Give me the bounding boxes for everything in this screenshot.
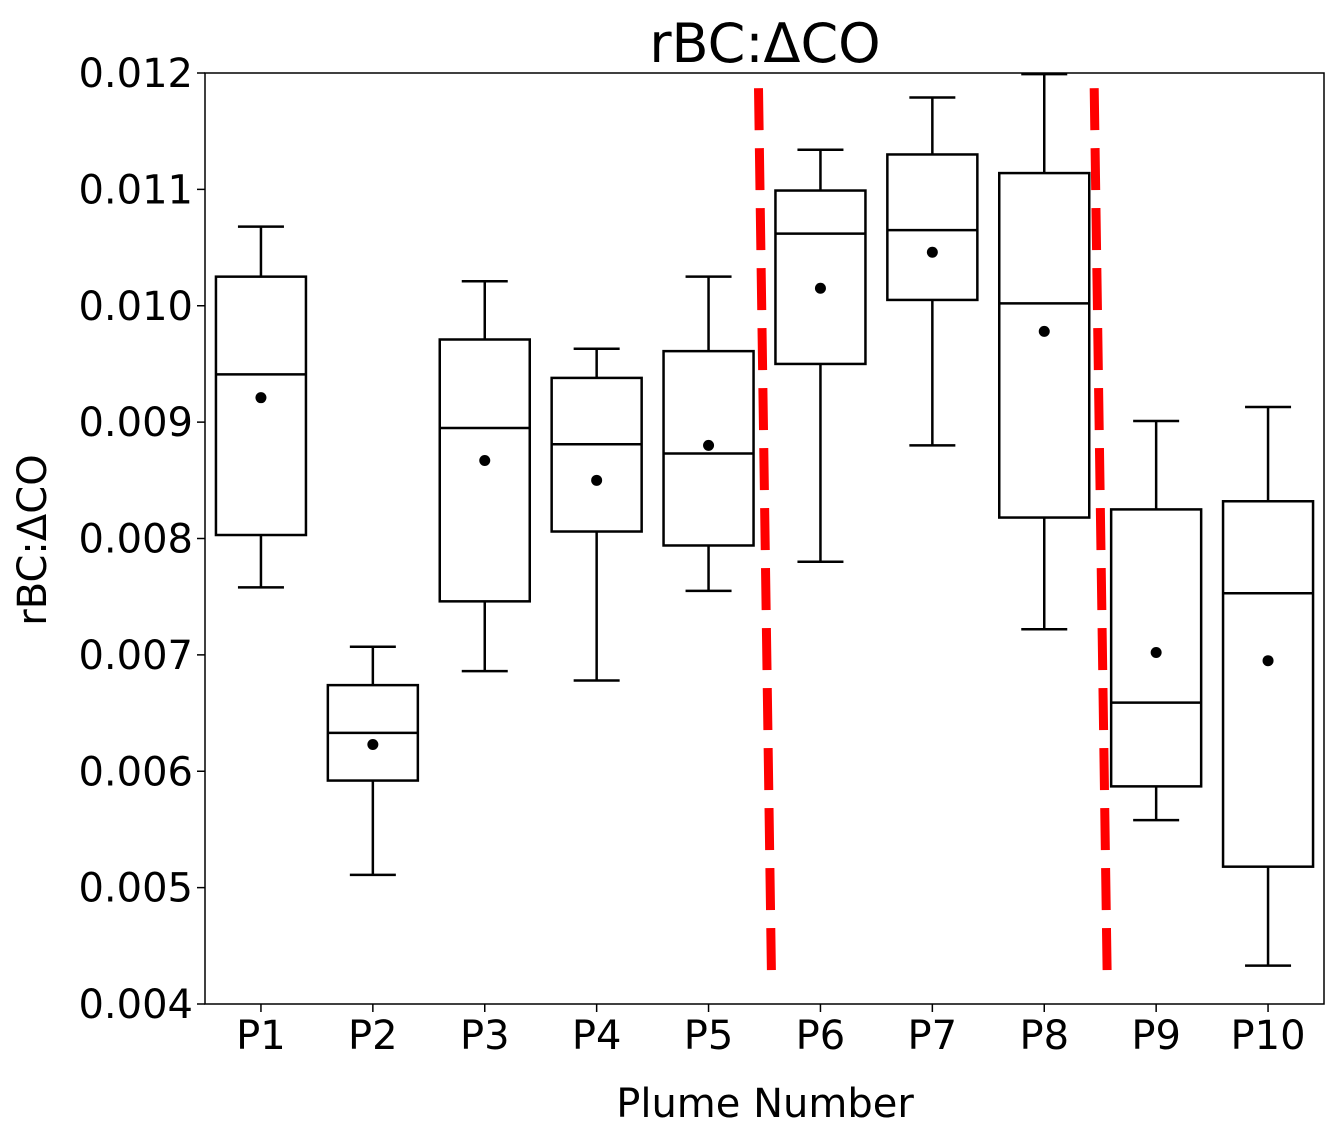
x-axis-label: Plume Number [616,1081,914,1127]
mean-marker [367,738,379,750]
mean-marker [703,439,715,451]
y-tick-label: 0.004 [78,982,193,1028]
mean-marker [814,282,826,294]
iqr-box [998,171,1091,519]
x-tick-label: P3 [460,1013,510,1059]
mean-marker [591,474,603,486]
y-tick-label: 0.006 [78,749,193,795]
separator-line [1089,88,1112,978]
y-tick-label: 0.008 [78,517,193,563]
iqr-box [774,189,867,366]
iqr-box [214,275,308,537]
iqr-box [438,338,531,603]
y-tick-label: 0.009 [78,400,193,446]
mean-marker [926,246,938,258]
x-tick-label: P10 [1231,1013,1306,1059]
mean-marker [1038,325,1050,337]
mean-marker [255,392,267,404]
iqr-box [550,376,643,533]
x-tick-label: P2 [348,1013,398,1059]
y-axis-label: rBC:ΔCO [10,454,56,625]
x-tick-label: P7 [908,1013,958,1059]
y-tick-label: 0.005 [78,866,193,912]
x-tick-label: P5 [684,1013,734,1059]
x-tick-label: P9 [1131,1013,1181,1059]
iqr-box [1221,500,1315,868]
y-tick-label: 0.012 [78,51,193,97]
x-tick-label: P1 [236,1013,286,1059]
chart-title: rBC:ΔCO [649,12,880,75]
iqr-box [1109,508,1203,788]
iqr-box [662,349,755,547]
x-tick-label: P6 [796,1013,846,1059]
x-tick-label: P8 [1019,1013,1069,1059]
separator-line [754,88,776,978]
plot-area: 0.004 0.005 0.006 0.007 0.008 0.009 0.010 0.011… [78,51,1325,1059]
y-tick-label: 0.010 [78,284,193,330]
y-tick-label: 0.011 [78,167,193,213]
mean-marker [479,455,491,467]
x-tick-label: P4 [572,1013,622,1059]
iqr-box [886,153,979,302]
mean-marker [1262,655,1274,667]
y-tick-label: 0.007 [78,633,193,679]
mean-marker [1150,647,1162,659]
